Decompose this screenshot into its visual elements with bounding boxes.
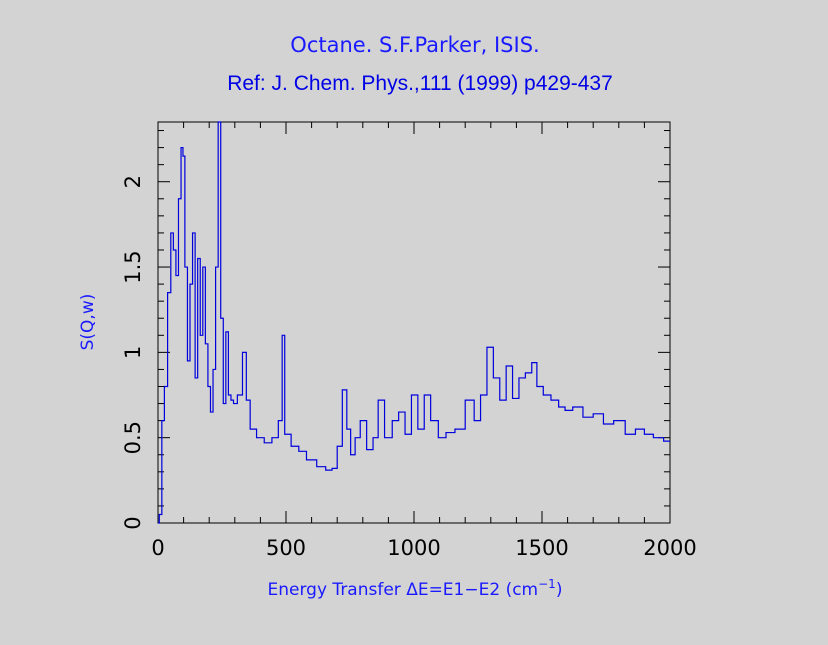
x-axis-label-main: Energy Transfer ΔE=E1−E2 (cm <box>268 580 539 600</box>
x-tick-labels: 0 500 1000 1500 2000 <box>151 536 696 560</box>
x-axis-label-suffix: ) <box>556 580 563 600</box>
y-tick-label: 0 <box>121 516 145 529</box>
chart-title: Octane. S.F.Parker, ISIS. <box>290 33 539 57</box>
chart-subtitle: Ref: J. Chem. Phys.,111 (1999) p429-437 <box>227 72 613 95</box>
x-axis-label: Energy Transfer ΔE=E1−E2 (cm−1) <box>268 577 563 600</box>
y-tick-label: 1.5 <box>121 250 145 283</box>
x-tick-label: 1500 <box>515 536 568 560</box>
x-tick-label: 1000 <box>387 536 440 560</box>
x-tick-label: 500 <box>266 536 306 560</box>
series-line <box>158 121 670 524</box>
x-tick-label: 0 <box>151 536 164 560</box>
plot-frame <box>157 121 671 524</box>
x-tick-label: 2000 <box>643 536 696 560</box>
y-tick-label: 0.5 <box>121 421 145 454</box>
y-tick-label: 2 <box>121 175 145 188</box>
axis-ticks <box>157 122 671 524</box>
y-axis-label: S(Q,w) <box>78 294 98 351</box>
y-tick-labels: 0 0.5 1 1.5 2 <box>121 175 145 530</box>
x-axis-label-superscript: −1 <box>538 577 556 591</box>
y-tick-label: 1 <box>121 346 145 359</box>
